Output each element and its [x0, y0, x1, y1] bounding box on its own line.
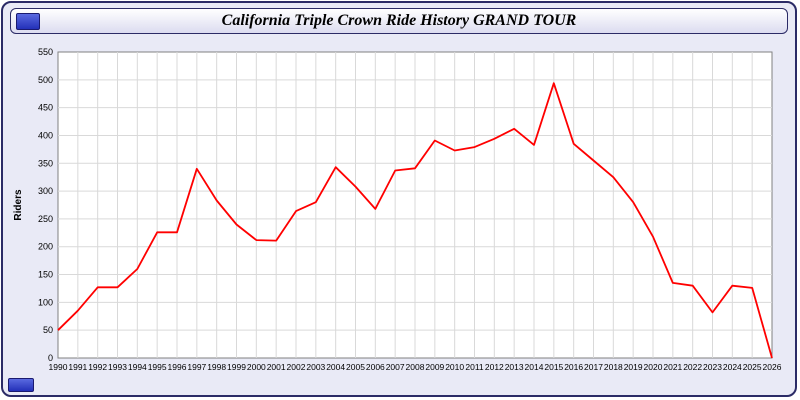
y-tick-label: 200 [38, 242, 53, 252]
x-tick-label: 2026 [763, 362, 782, 372]
x-tick-label: 2002 [287, 362, 306, 372]
x-tick-label: 1991 [68, 362, 87, 372]
x-tick-label: 2004 [326, 362, 345, 372]
x-tick-label: 1992 [88, 362, 107, 372]
x-tick-label: 2012 [485, 362, 504, 372]
x-tick-label: 2003 [306, 362, 325, 372]
x-tick-label: 2016 [564, 362, 583, 372]
y-tick-label: 100 [38, 297, 53, 307]
x-tick-label: 2018 [604, 362, 623, 372]
x-tick-label: 1999 [227, 362, 246, 372]
y-axis-label: Riders [13, 189, 24, 221]
y-tick-label: 300 [38, 186, 53, 196]
x-tick-label: 2000 [247, 362, 266, 372]
x-tick-label: 1990 [49, 362, 68, 372]
y-tick-label: 0 [48, 353, 53, 363]
page-title: California Triple Crown Ride History GRA… [221, 12, 577, 29]
x-tick-label: 2020 [644, 362, 663, 372]
y-tick-label: 50 [43, 325, 53, 335]
y-tick-label: 250 [38, 214, 53, 224]
x-tick-label: 2025 [743, 362, 762, 372]
x-tick-label: 2010 [445, 362, 464, 372]
x-tick-label: 1995 [148, 362, 167, 372]
chart-container: 0 50 100 150 200 250 300 350 400 450 500 550 1990 199… [10, 38, 788, 391]
x-tick-label: 2006 [366, 362, 385, 372]
x-tick-label: 2005 [346, 362, 365, 372]
x-tick-label: 2019 [624, 362, 643, 372]
x-tick-label: 2023 [703, 362, 722, 372]
x-tick-label: 2015 [544, 362, 563, 372]
x-tick-label: 2014 [525, 362, 544, 372]
x-tick-label: 2008 [406, 362, 425, 372]
footer-badge-icon [8, 378, 34, 392]
x-tick-label: 1993 [108, 362, 127, 372]
x-tick-label: 2009 [425, 362, 444, 372]
x-tick-label: 2013 [505, 362, 524, 372]
y-tick-label: 550 [38, 47, 53, 57]
y-tick-label: 500 [38, 75, 53, 85]
x-tick-label: 2007 [386, 362, 405, 372]
x-tick-label: 1998 [207, 362, 226, 372]
x-tick-label: 1996 [168, 362, 187, 372]
x-tick-label: 2011 [465, 362, 484, 372]
x-tick-label: 2022 [683, 362, 702, 372]
x-tick-label: 2024 [723, 362, 742, 372]
y-tick-label: 450 [38, 103, 53, 113]
y-tick-label: 350 [38, 158, 53, 168]
x-tick-label: 1997 [187, 362, 206, 372]
x-tick-label: 2021 [663, 362, 682, 372]
title-bar: California Triple Crown Ride History GRA… [10, 8, 788, 34]
riders-line [57, 82, 773, 359]
y-tick-label: 150 [38, 270, 53, 280]
window-badge-icon [16, 13, 40, 30]
x-tick-label: 2017 [584, 362, 603, 372]
x-tick-label: 2001 [267, 362, 286, 372]
y-tick-label: 400 [38, 130, 53, 140]
x-tick-label: 1994 [128, 362, 147, 372]
